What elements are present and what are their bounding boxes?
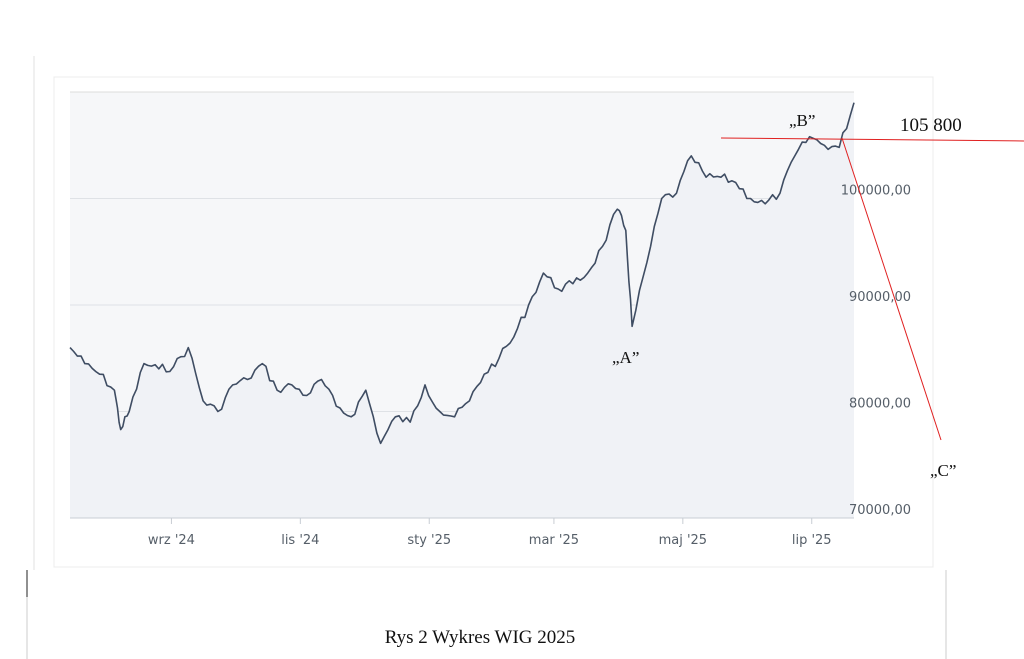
y-tick-label: 100000,00 — [841, 184, 911, 199]
series-line-wig — [69, 102, 855, 445]
projection-line-to-c — [841, 137, 942, 441]
y-tick-label: 70000,00 — [849, 503, 911, 518]
annotation-b-label: „B” — [789, 111, 815, 130]
x-tick-label: mar '25 — [529, 533, 579, 548]
reference-level-label: 105 800 — [900, 115, 962, 136]
annotation-c-label: „C” — [930, 461, 956, 480]
annotation-a-label: „A” — [612, 348, 639, 367]
x-tick-label: wrz '24 — [148, 533, 195, 548]
x-tick-label: maj '25 — [659, 533, 708, 548]
chart-panel-frame — [53, 76, 934, 568]
y-tick-label: 90000,00 — [849, 290, 911, 305]
level-105800-line — [720, 137, 1024, 142]
x-tick-label: sty '25 — [407, 533, 451, 548]
x-tick-label: lis '24 — [281, 533, 319, 548]
x-axis-ticks: wrz '24 lis '24 sty '25 mar '25 maj '25 lip '… — [148, 518, 832, 548]
series-area-fill — [70, 102, 854, 518]
x-tick-label: lip '25 — [792, 533, 832, 548]
y-tick-label: 80000,00 — [849, 397, 911, 412]
figure-caption: Rys 2 Wykres WIG 2025 — [385, 627, 576, 648]
